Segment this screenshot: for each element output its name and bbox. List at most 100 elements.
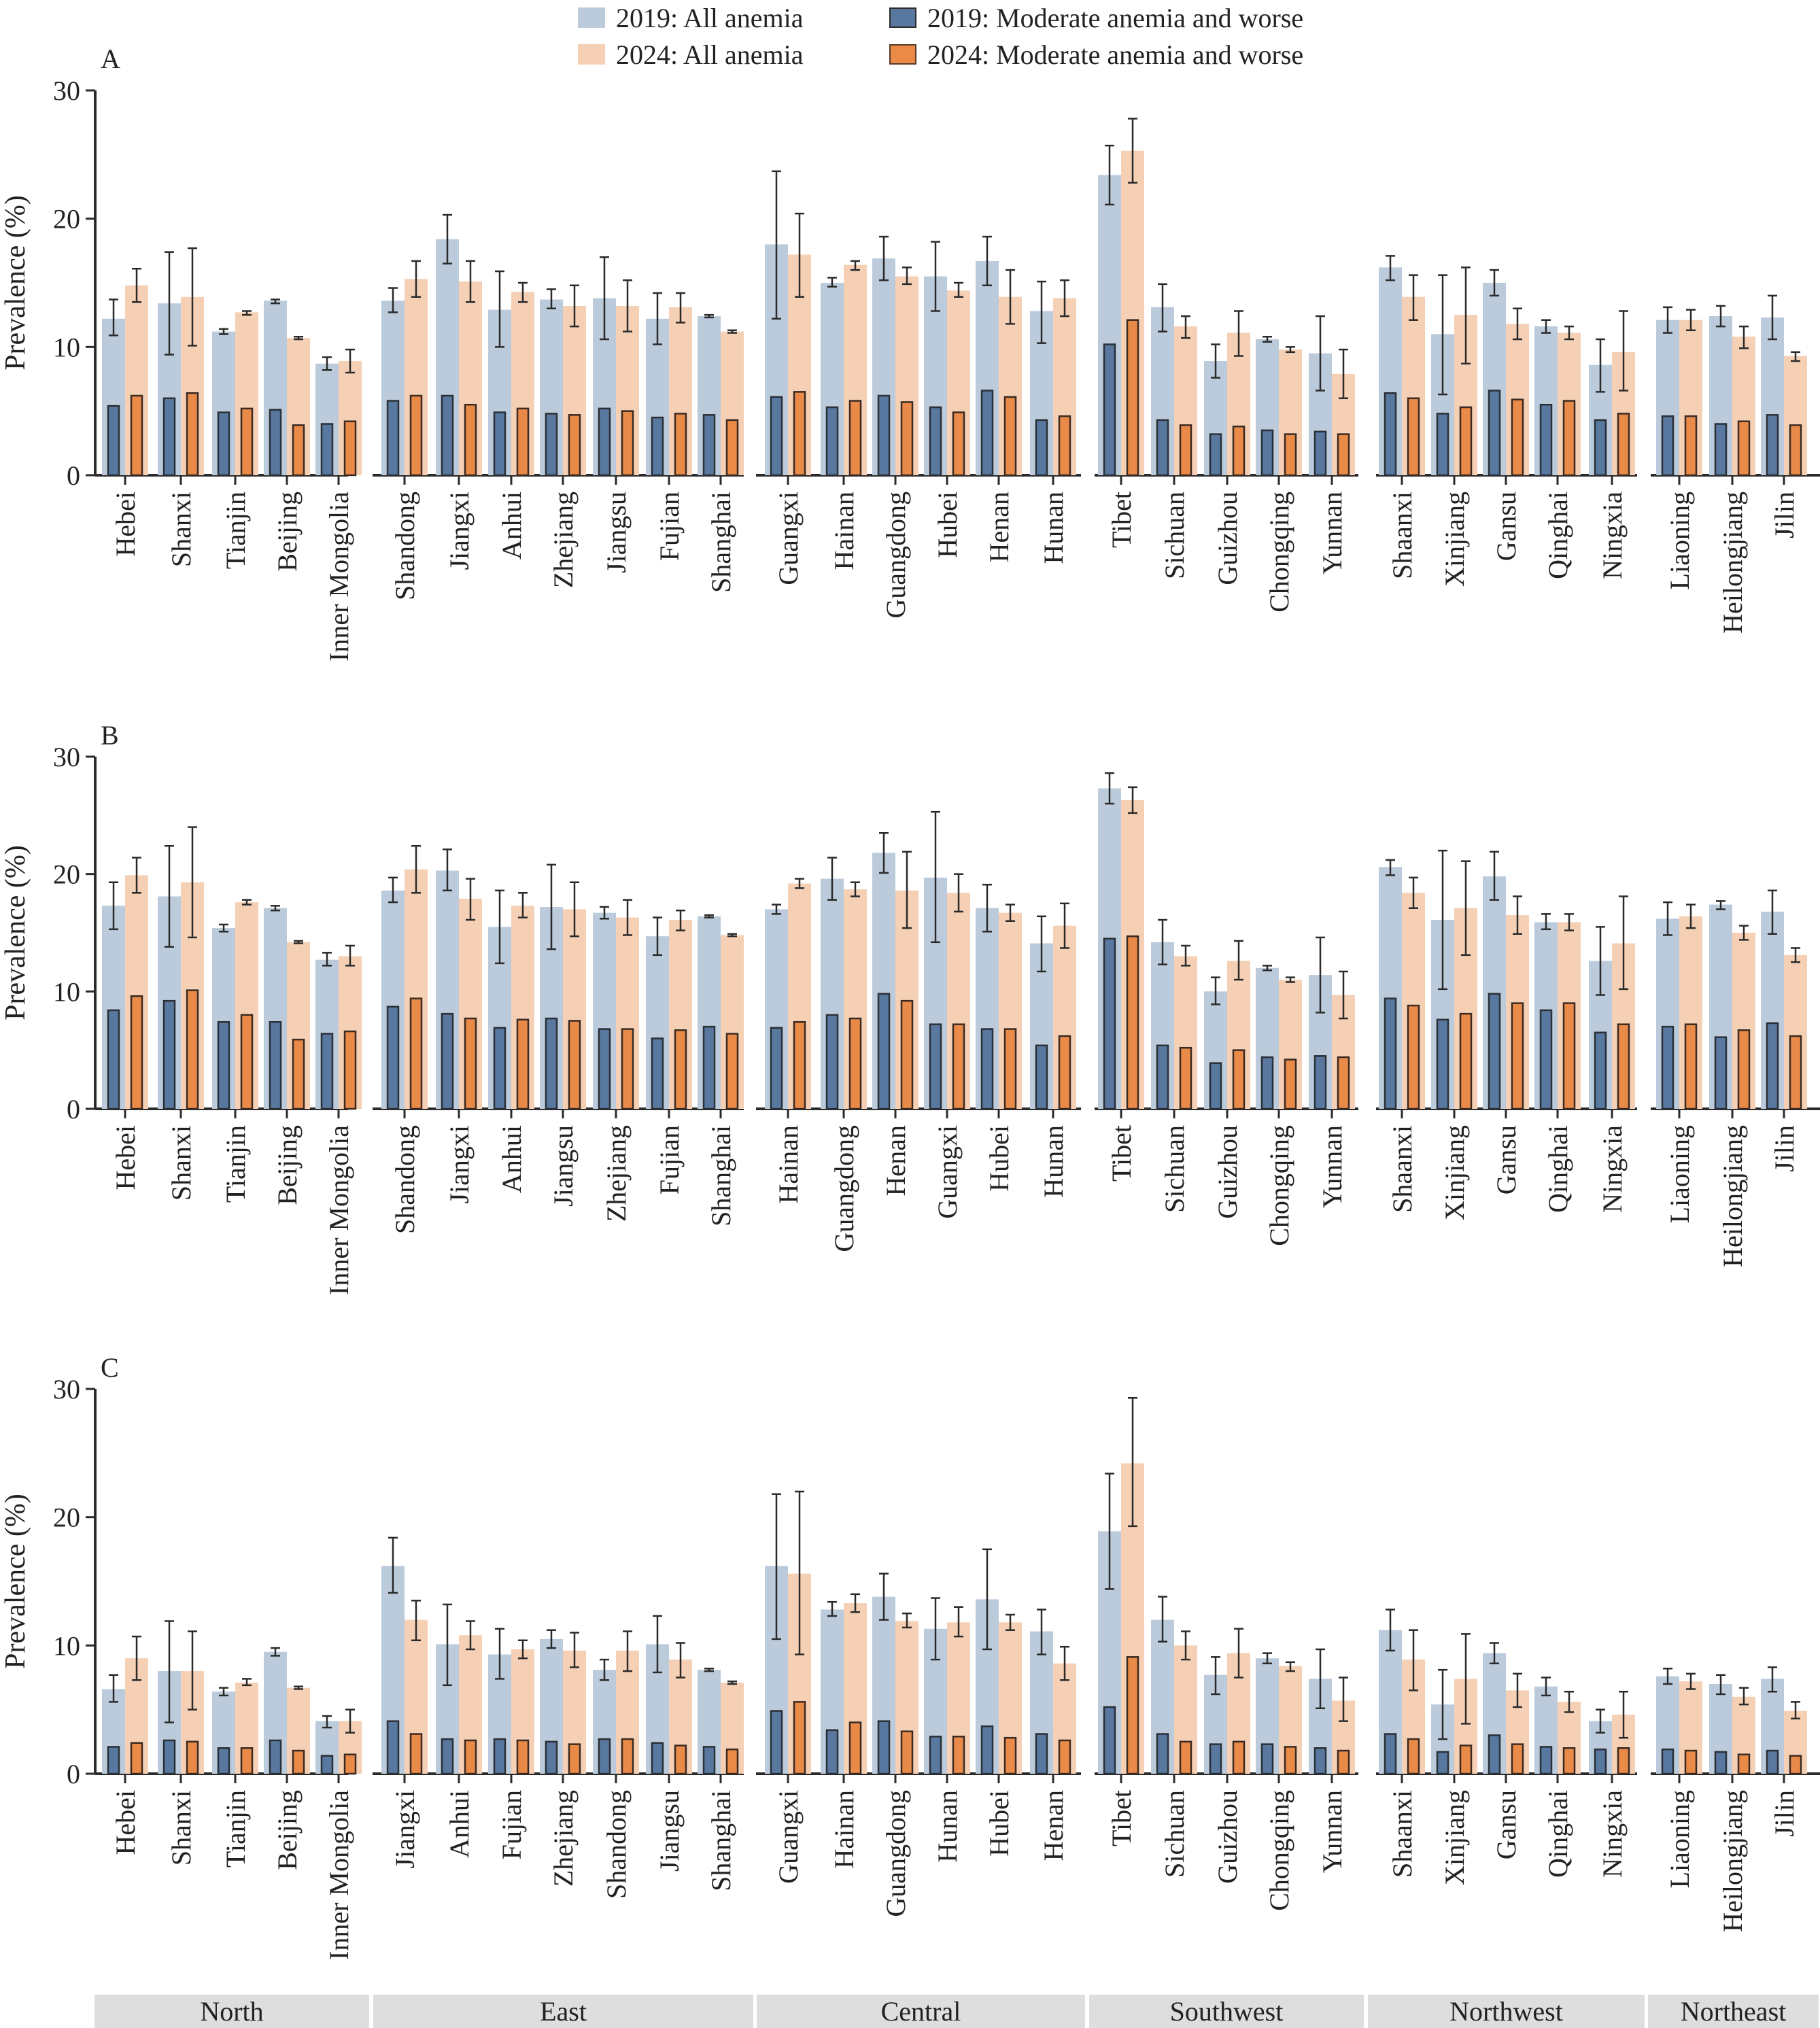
bar-2019-moderate <box>493 411 506 477</box>
bar-2019-moderate <box>1156 419 1169 477</box>
bar-2019-moderate <box>107 405 120 477</box>
bar-2019-moderate <box>320 1755 334 1775</box>
x-tick-label: Shaanxi <box>1387 1125 1418 1213</box>
x-tick-label: Hunan <box>932 1790 963 1863</box>
x-tick-label: Chongqing <box>1264 1790 1294 1911</box>
legend-swatch-2019-moderate <box>889 7 916 28</box>
bar-2019-moderate <box>598 407 611 477</box>
x-tick-label: Guangxi <box>773 1790 804 1884</box>
x-tick-label: Hubei <box>984 1790 1014 1857</box>
bar-2024-moderate <box>1562 1747 1576 1775</box>
bar-2019-moderate <box>825 406 839 477</box>
x-tick-label: Hunan <box>1038 492 1069 564</box>
x-tick-label: Shanxi <box>166 1125 196 1201</box>
bar-2024-moderate <box>1058 1739 1071 1775</box>
legend-label-2019-all: 2019: All anemia <box>616 2 804 33</box>
bar-2024-moderate <box>568 1743 581 1775</box>
bar-2024-moderate <box>130 995 143 1110</box>
bar-2019-moderate <box>217 1020 230 1110</box>
bar-2019-moderate <box>441 1738 454 1775</box>
bar-2024-moderate <box>1126 1656 1139 1775</box>
bar-2019-moderate <box>1539 403 1553 477</box>
x-tick-label: Tianjin <box>220 1125 251 1203</box>
bar-2024-moderate <box>1684 1023 1698 1110</box>
bar-2024-moderate <box>1284 1746 1297 1775</box>
bar-2019-moderate <box>1714 1751 1728 1775</box>
bar-2019-moderate <box>320 1033 334 1110</box>
bar-2019-moderate <box>702 414 716 477</box>
x-tick-label: Beijing <box>272 492 303 572</box>
bar-2019-moderate <box>1314 430 1327 477</box>
bar-2024-moderate <box>568 414 581 477</box>
bar-2019-moderate <box>1488 993 1501 1110</box>
y-tick-label: 30 <box>53 75 80 106</box>
bar-2024-moderate <box>464 1017 477 1110</box>
y-tick-label: 10 <box>53 976 80 1007</box>
bar-2024-moderate <box>725 419 739 477</box>
bar-2024-moderate <box>674 1745 687 1775</box>
bar-2019-moderate <box>651 416 664 477</box>
region-strip-southwest: Southwest <box>1089 1995 1364 2028</box>
bar-2024-moderate <box>1617 1023 1630 1110</box>
bar-2019-moderate <box>1260 1056 1274 1110</box>
x-tick-label: Hubei <box>984 1125 1014 1192</box>
x-tick-label: Hebei <box>110 1125 141 1190</box>
bar-2024-moderate <box>1407 397 1420 477</box>
bar-2019-moderate <box>107 1746 120 1775</box>
legend: 2019: All anemia 2019: Moderate anemia a… <box>578 0 1394 75</box>
region-strip-north: North <box>95 1995 369 2028</box>
bar-2019-moderate <box>1260 1743 1274 1775</box>
bar-2019-moderate <box>1539 1009 1553 1110</box>
x-tick-label: Zhejiang <box>548 1790 579 1887</box>
x-tick-label: Fujian <box>496 1790 527 1859</box>
bar-2019-moderate <box>1103 1706 1116 1775</box>
bar-2019-moderate <box>1209 433 1222 477</box>
y-tick-label: 10 <box>53 1630 80 1661</box>
x-tick-label: Xinjiang <box>1439 1125 1470 1220</box>
bar-2019-moderate <box>1156 1044 1169 1110</box>
legend-swatch-2024-all <box>578 44 605 65</box>
bar-2019-moderate <box>1594 1031 1607 1110</box>
bar-2019-moderate <box>162 1739 176 1775</box>
bar-2019-moderate <box>386 1720 400 1775</box>
x-tick-label: Guangxi <box>932 1125 963 1219</box>
bar-2019-moderate <box>493 1738 506 1775</box>
bar-2019-moderate <box>770 1027 783 1110</box>
bar-2024-moderate <box>186 1740 199 1775</box>
bar-2019-moderate <box>651 1037 664 1110</box>
bar-2024-moderate <box>793 391 806 477</box>
x-tick-label: Inner Mongolia <box>324 1790 354 1960</box>
x-tick-label: Qinghai <box>1543 1790 1573 1878</box>
bar-2019-moderate <box>1103 938 1116 1110</box>
x-tick-label: Guizhou <box>1212 1125 1243 1219</box>
bar-2024-moderate <box>621 1738 634 1775</box>
x-tick-label: Tibet <box>1106 492 1137 548</box>
bar-2024-moderate <box>952 1023 965 1110</box>
bar-2024-moderate <box>848 1721 862 1775</box>
legend-label-2024-moderate: 2024: Moderate anemia and worse <box>927 39 1304 70</box>
bar-2019-moderate <box>441 394 454 477</box>
bar-2024-moderate <box>343 1030 357 1110</box>
bar-2024-moderate <box>1737 1753 1751 1775</box>
bar-2024-moderate <box>1789 1755 1802 1775</box>
bar-2019-moderate <box>770 396 783 477</box>
bar-2024-moderate <box>1407 1004 1420 1110</box>
bar-2024-moderate <box>409 1733 423 1775</box>
bar-2019-moderate <box>1436 1018 1449 1110</box>
x-tick-label: Qinghai <box>1543 492 1573 579</box>
legend-item-2024-all: 2024: All anemia <box>578 39 804 70</box>
bar-2024-moderate <box>1459 1745 1473 1775</box>
bar-2024-moderate <box>1337 1056 1350 1110</box>
y-tick-label: 30 <box>53 1374 80 1405</box>
bar-2024-moderate <box>674 413 687 477</box>
bar-2019-moderate <box>269 409 282 477</box>
bar-2024-moderate <box>1684 1749 1698 1775</box>
bar-2024-moderate <box>1511 1002 1524 1110</box>
bar-2024-moderate <box>130 1742 143 1775</box>
x-tick-label: Shanghai <box>706 1125 736 1226</box>
bar-2019-moderate <box>386 400 400 477</box>
bar-2019-moderate <box>1209 1062 1222 1110</box>
region-strip-central: Central <box>757 1995 1085 2028</box>
x-tick-label: Sichuan <box>1159 492 1190 579</box>
bar-2019-moderate <box>1209 1743 1222 1775</box>
